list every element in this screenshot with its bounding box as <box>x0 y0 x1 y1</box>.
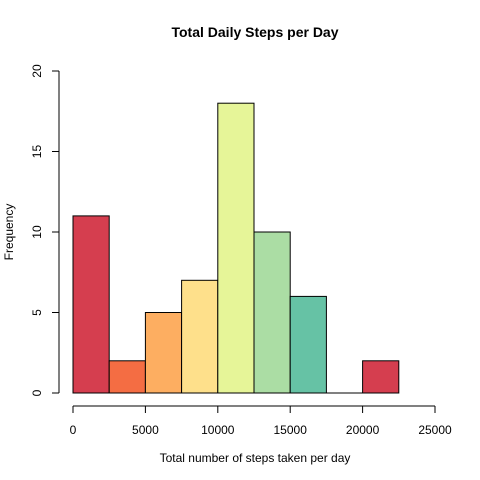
y-axis-ticks: 0 5 10 15 20 <box>30 64 59 396</box>
histogram-bar-8 <box>362 360 400 394</box>
histogram-bar-5 <box>253 231 291 394</box>
y-tick-label: 20 <box>30 64 44 78</box>
y-axis-label: Frequency <box>2 204 16 261</box>
x-tick-label: 0 <box>70 423 77 437</box>
histogram-bar-0 <box>72 215 110 394</box>
histogram-bar-2 <box>144 312 183 394</box>
chart-title: Total Daily Steps per Day <box>171 24 338 40</box>
histogram-bar-3 <box>181 279 219 394</box>
y-tick-label: 0 <box>30 389 44 396</box>
x-tick-label: 20000 <box>346 423 380 437</box>
histogram-bar-1 <box>108 360 146 394</box>
x-axis-label: Total number of steps taken per day <box>160 451 351 465</box>
x-tick-label: 25000 <box>418 423 452 437</box>
y-tick-label: 5 <box>30 309 44 316</box>
x-tick-label: 10000 <box>201 423 235 437</box>
x-tick-label: 5000 <box>132 423 159 437</box>
y-tick-label: 15 <box>30 145 44 159</box>
x-tick-label: 15000 <box>274 423 308 437</box>
histogram-bars <box>72 102 400 394</box>
x-axis-ticks: 0 5000 10000 15000 20000 25000 <box>70 406 452 437</box>
histogram-bar-6 <box>289 295 327 394</box>
histogram-bar-4 <box>217 102 255 394</box>
y-tick-label: 10 <box>30 225 44 239</box>
